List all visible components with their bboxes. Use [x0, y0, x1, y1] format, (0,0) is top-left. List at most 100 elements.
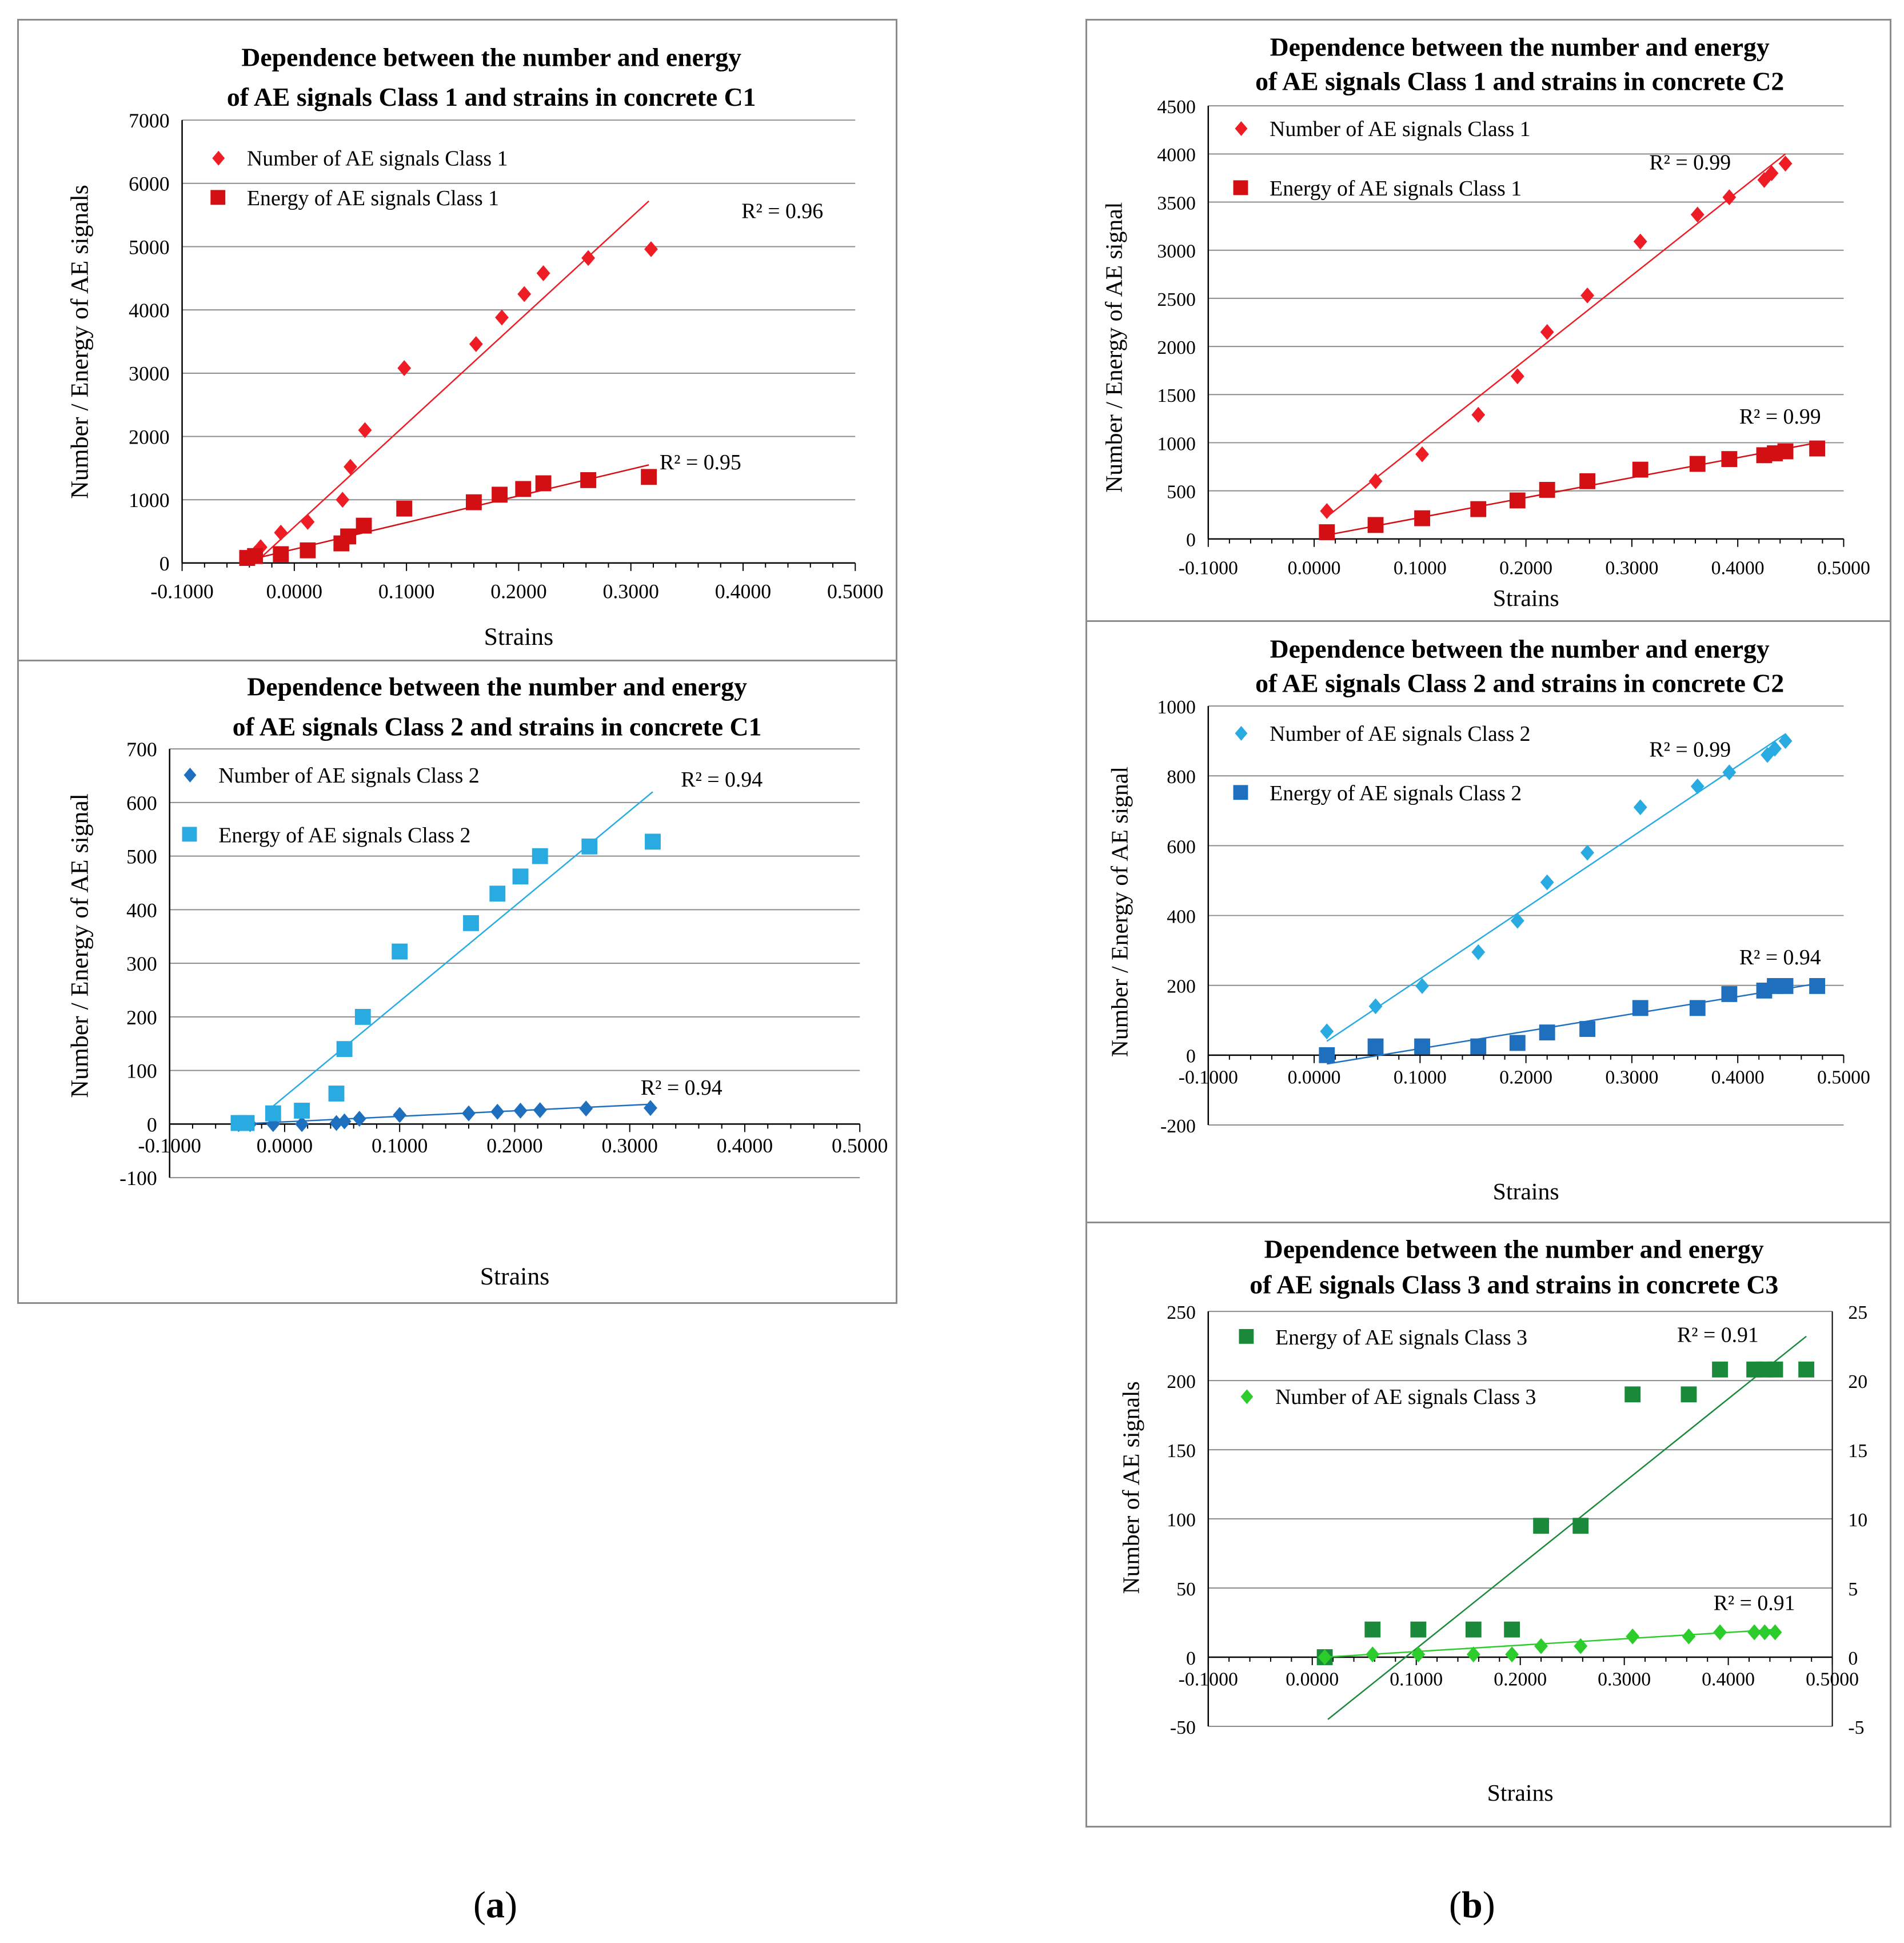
y-tick-label: 1500: [1157, 385, 1196, 406]
data-point-square: [1572, 1518, 1589, 1534]
x-tick-label: 0.2000: [486, 1134, 542, 1157]
x-tick-label: 0.1000: [372, 1134, 428, 1157]
data-point-diamond: [1574, 1638, 1588, 1654]
caption-b-letter: b: [1461, 1884, 1483, 1926]
data-point-square: [1809, 978, 1826, 994]
data-point-square: [1319, 524, 1335, 540]
legend-marker-square: [1239, 1328, 1254, 1344]
trendline: [1324, 1629, 1775, 1658]
x-tick-label: 0.0000: [257, 1134, 313, 1157]
y-tick-label: 0: [1186, 1046, 1196, 1067]
data-point-diamond: [352, 1111, 366, 1127]
trendline: [1327, 1335, 1807, 1720]
x-tick-label: -0.1000: [1179, 1067, 1238, 1088]
data-point-square: [1319, 1047, 1335, 1063]
legend-marker-square: [210, 190, 226, 205]
x-tick-label: 0.1000: [1390, 1669, 1443, 1690]
y-axis-title: Number / Energy of AE signals: [66, 185, 93, 499]
data-point-square: [1367, 517, 1384, 533]
legend-marker-square: [1233, 785, 1248, 800]
data-point-diamond: [1765, 165, 1779, 181]
data-point-diamond: [336, 492, 350, 508]
data-point-square: [1721, 986, 1738, 1002]
x-tick-label: 0.3000: [1598, 1669, 1651, 1690]
data-point-square: [489, 885, 506, 902]
data-point-square: [336, 1041, 353, 1058]
data-point-diamond: [469, 336, 483, 352]
data-point-diamond: [1320, 1023, 1334, 1040]
data-point-square: [1624, 1386, 1641, 1403]
x-tick-label: 0.1000: [378, 580, 434, 603]
data-point-square: [354, 1008, 371, 1025]
x-tick-label: 0.4000: [1711, 557, 1765, 578]
y-tick-label: 700: [126, 738, 157, 761]
x-tick-label: 0.0000: [1288, 557, 1341, 578]
chart-c3-class3: Dependence between the number and energy…: [1118, 1235, 1867, 1807]
y-tick-label: 500: [1167, 482, 1196, 503]
data-point-square: [580, 472, 597, 488]
data-point-diamond: [1633, 799, 1647, 816]
data-point-square: [340, 528, 357, 545]
data-point-square: [581, 838, 598, 855]
x-tick-label: 0.2000: [1499, 1067, 1552, 1088]
y-tick-label: 0: [159, 552, 170, 575]
data-point-diamond: [517, 286, 532, 302]
chart-title-line-2: of AE signals Class 2 and strains in con…: [1255, 668, 1784, 697]
data-point-diamond: [1722, 764, 1737, 781]
legend-label: Number of AE signals Class 1: [1270, 117, 1530, 141]
legend-label: Energy of AE signals Class 1: [247, 186, 499, 210]
x-tick-label: 0.2000: [490, 580, 546, 603]
r-squared-label: R² = 0.95: [660, 450, 741, 474]
data-point-diamond: [644, 1100, 657, 1116]
y2-tick-label: 5: [1848, 1579, 1858, 1600]
data-point-diamond: [1758, 1624, 1772, 1641]
data-point-diamond: [1471, 406, 1486, 423]
x-axis-title: Strains: [1493, 585, 1559, 612]
r-squared-label: R² = 0.94: [681, 768, 763, 792]
data-point-diamond: [301, 514, 315, 530]
trendline: [1327, 983, 1818, 1065]
data-point-diamond: [344, 458, 357, 475]
r-squared-label: R² = 0.99: [1739, 405, 1821, 429]
data-point-square: [1689, 456, 1706, 472]
data-point-square: [465, 494, 482, 510]
legend-label: Energy of AE signals Class 2: [218, 823, 470, 847]
r-squared-label: R² = 0.91: [1714, 1591, 1795, 1615]
r-squared-label: R² = 0.96: [741, 200, 823, 224]
y-tick-label: 200: [1167, 976, 1196, 998]
y-tick-label: 600: [126, 792, 157, 815]
legend-marker-square: [182, 827, 197, 842]
data-point-diamond: [358, 422, 372, 438]
x-tick-label: 0.4000: [717, 1134, 773, 1157]
chart-c2-class1: Dependence between the number and energy…: [1101, 33, 1870, 612]
data-point-diamond: [1366, 1646, 1380, 1663]
x-tick-label: 0.0000: [1288, 1067, 1341, 1088]
data-point-square: [512, 868, 529, 885]
data-point-diamond: [1318, 1649, 1332, 1665]
data-point-square: [396, 500, 413, 517]
data-point-diamond: [1778, 733, 1793, 749]
y-tick-label: 0: [1186, 1648, 1196, 1669]
caption-a-letter: a: [485, 1884, 505, 1926]
data-point-diamond: [1626, 1628, 1640, 1645]
data-point-diamond: [1510, 912, 1524, 929]
data-point-diamond: [1368, 998, 1383, 1015]
chart-panel-c3-class3: Dependence between the number and energy…: [1085, 1222, 1891, 1828]
chart-title-line-1: Dependence between the number and energy: [241, 43, 741, 72]
x-tick-label: 0.4000: [1702, 1669, 1755, 1690]
x-axis-title: Strains: [1493, 1179, 1559, 1205]
data-point-square: [247, 548, 264, 564]
y-tick-label: 0: [147, 1113, 157, 1136]
x-tick-label: 0.5000: [827, 580, 883, 603]
data-point-square: [1721, 451, 1738, 467]
data-point-diamond: [1415, 446, 1429, 462]
data-point-diamond: [1713, 1624, 1727, 1641]
legend-marker-diamond: [183, 768, 197, 783]
x-tick-label: -0.1000: [1179, 557, 1238, 578]
data-point-diamond: [1580, 844, 1595, 861]
y-tick-label: 1000: [129, 489, 170, 512]
data-point-square: [1414, 1038, 1430, 1055]
y-tick-label: 2500: [1157, 289, 1196, 310]
x-tick-label: 0.2000: [1499, 557, 1552, 578]
x-tick-label: 0.5000: [832, 1134, 888, 1157]
